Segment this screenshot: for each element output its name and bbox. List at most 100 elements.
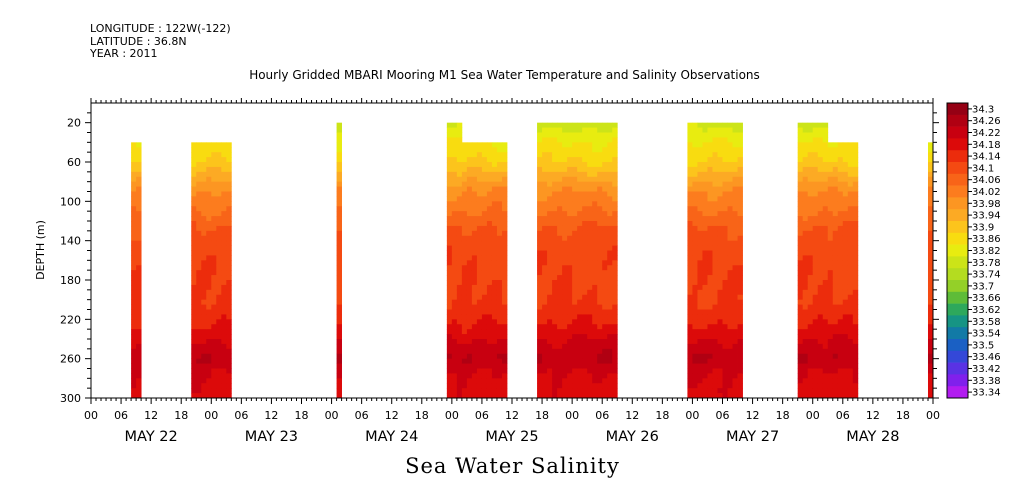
heatmap-cell — [817, 270, 824, 276]
heatmap-cell — [822, 162, 829, 168]
x-tick-label: 06 — [234, 409, 248, 422]
heatmap-cell — [456, 393, 463, 398]
heatmap-cell — [562, 314, 568, 320]
heatmap-cell — [732, 181, 738, 187]
heatmap-cell — [537, 221, 543, 227]
heatmap-cell — [572, 348, 578, 355]
heatmap-cell — [712, 211, 718, 217]
heatmap-cell — [827, 260, 834, 266]
x-tick-label: 00 — [325, 409, 339, 422]
heatmap-cell — [557, 275, 563, 281]
heatmap-cell — [221, 152, 227, 158]
heatmap-cell — [852, 186, 859, 192]
heatmap-cell — [226, 368, 232, 374]
heatmap-cell — [562, 235, 568, 242]
heatmap-cell — [456, 289, 463, 296]
y-tick-label: 180 — [60, 274, 81, 287]
heatmap-cell — [737, 265, 743, 271]
heatmap-cell — [577, 176, 583, 183]
heatmap-cell — [486, 196, 493, 202]
date-label: MAY 24 — [365, 429, 418, 445]
heatmap-cell — [446, 304, 453, 310]
heatmap-cell — [456, 363, 463, 369]
heatmap-cell — [131, 181, 137, 187]
heatmap-cell — [466, 289, 473, 296]
heatmap-cell — [211, 230, 217, 237]
colorbar-swatch — [947, 339, 968, 352]
heatmap-cell — [807, 166, 814, 173]
heatmap-cell — [537, 348, 543, 355]
heatmap-cell — [557, 176, 563, 183]
heatmap-cell — [446, 255, 453, 261]
heatmap-cell — [451, 358, 458, 364]
heatmap-cell — [196, 225, 202, 232]
heatmap-cell — [567, 191, 573, 197]
heatmap-cell — [131, 393, 137, 398]
heatmap-cell — [737, 275, 743, 281]
heatmap-cell — [597, 181, 603, 187]
heatmap-cell — [587, 191, 593, 197]
heatmap-cell — [491, 388, 498, 394]
heatmap-cell — [547, 353, 553, 360]
heatmap-cell — [201, 294, 207, 301]
heatmap-cell — [597, 191, 603, 197]
heatmap-cell — [717, 383, 723, 389]
heatmap-cell — [927, 250, 933, 256]
heatmap-cell — [707, 353, 713, 360]
heatmap-cell — [807, 142, 814, 148]
heatmap-cell — [481, 280, 488, 286]
heatmap-cell — [582, 275, 588, 281]
heatmap-cell — [496, 304, 503, 310]
heatmap-cell — [542, 181, 548, 187]
heatmap-cell — [832, 166, 839, 173]
heatmap-cell — [481, 334, 488, 340]
heatmap-cell — [587, 373, 593, 379]
heatmap-cell — [481, 157, 488, 163]
heatmap-cell — [496, 166, 503, 173]
heatmap-cell — [226, 294, 232, 301]
heatmap-cell — [587, 280, 593, 286]
heatmap-cell — [542, 211, 548, 217]
heatmap-cell — [216, 235, 222, 242]
colorbar-swatch — [947, 315, 968, 328]
heatmap-cell — [481, 393, 488, 398]
heatmap-cell — [852, 329, 859, 335]
heatmap-cell — [471, 270, 478, 276]
heatmap-cell — [466, 329, 473, 335]
heatmap-cell — [476, 363, 483, 369]
heatmap-cell — [837, 216, 844, 222]
heatmap-cell — [702, 186, 708, 192]
heatmap-cell — [702, 216, 708, 222]
heatmap-cell — [802, 230, 809, 237]
heatmap-cell — [476, 275, 483, 281]
heatmap-cell — [476, 181, 483, 187]
heatmap-cell — [537, 186, 543, 192]
heatmap-cell — [461, 304, 468, 310]
heatmap-cell — [837, 201, 844, 207]
heatmap-cell — [476, 162, 483, 168]
heatmap-cell — [717, 240, 723, 246]
heatmap-cell — [722, 240, 728, 246]
heatmap-cell — [927, 157, 933, 163]
heatmap-cell — [336, 255, 342, 261]
heatmap-cell — [842, 314, 849, 320]
heatmap-cell — [466, 284, 473, 291]
heatmap-cell — [461, 343, 468, 350]
heatmap-cell — [607, 235, 613, 242]
heatmap-cell — [446, 319, 453, 325]
heatmap-cell — [727, 339, 733, 345]
heatmap-cell — [847, 181, 854, 187]
heatmap-cell — [577, 201, 583, 207]
heatmap-cell — [687, 378, 693, 384]
data-segment — [446, 122, 463, 398]
heatmap-cell — [226, 358, 232, 364]
heatmap-cell — [486, 294, 493, 301]
heatmap-cell — [336, 225, 342, 232]
colorbar-swatch — [947, 303, 968, 316]
heatmap-cell — [802, 353, 809, 360]
heatmap-cell — [847, 230, 854, 237]
heatmap-cell — [607, 122, 613, 128]
heatmap-cell — [456, 186, 463, 192]
heatmap-cell — [847, 171, 854, 178]
heatmap-cell — [196, 196, 202, 202]
